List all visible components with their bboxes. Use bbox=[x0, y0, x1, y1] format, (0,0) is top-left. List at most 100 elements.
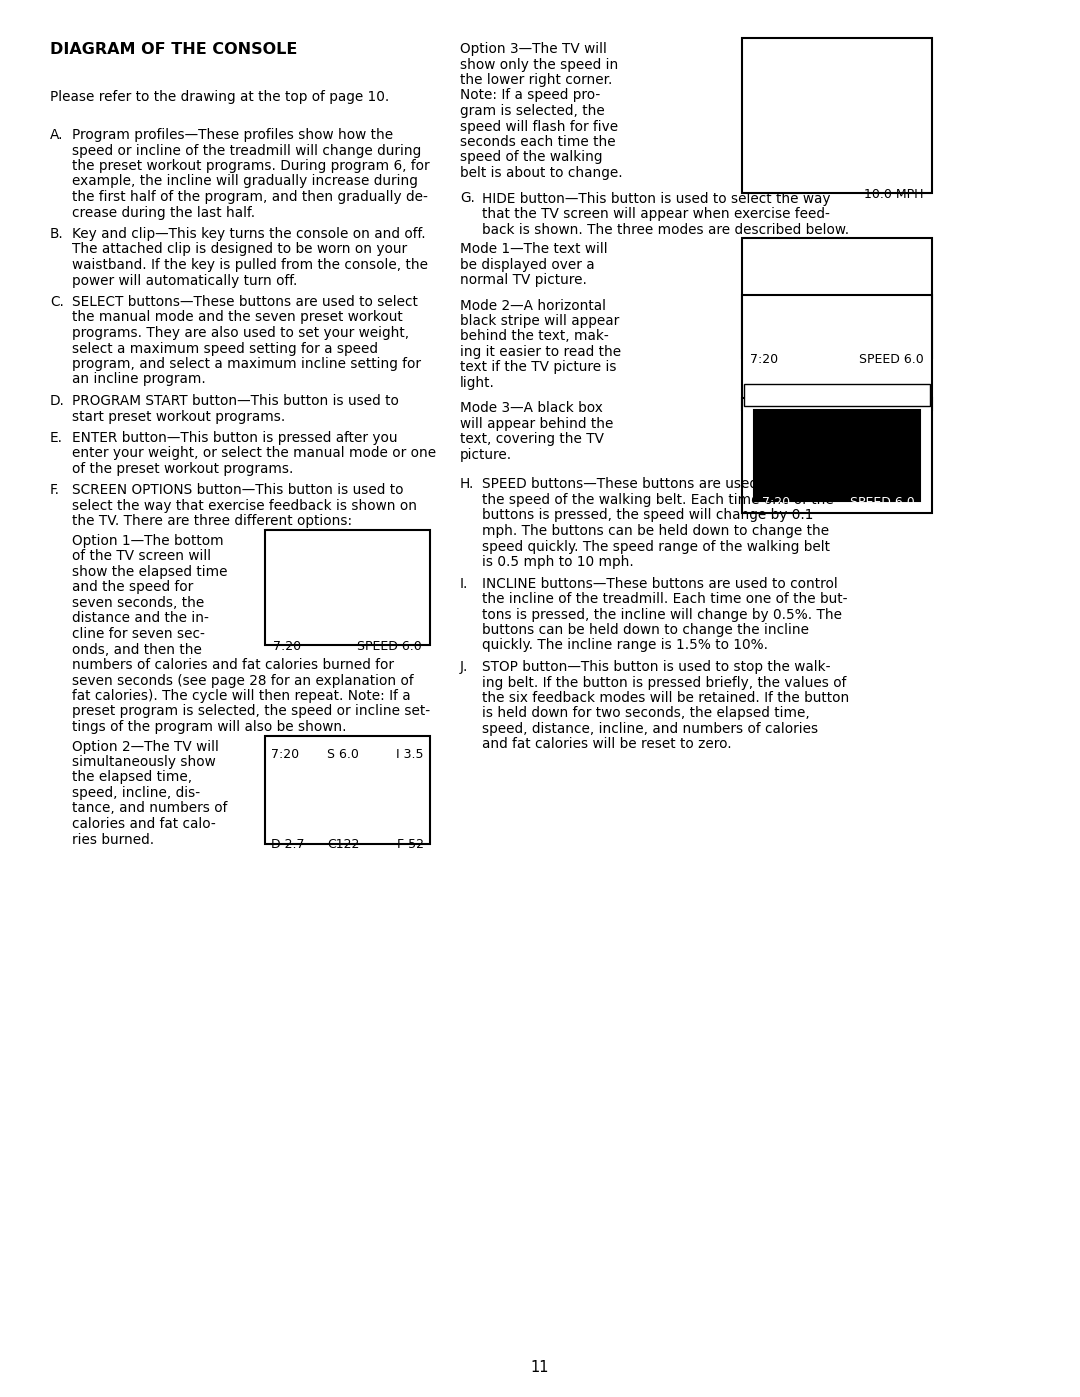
Text: Option 1—The bottom: Option 1—The bottom bbox=[72, 534, 224, 548]
Text: DIAGRAM OF THE CONSOLE: DIAGRAM OF THE CONSOLE bbox=[50, 42, 297, 57]
Text: waistband. If the key is pulled from the console, the: waistband. If the key is pulled from the… bbox=[72, 258, 428, 272]
Text: 7:20: 7:20 bbox=[750, 387, 778, 401]
Text: SPEED 6.0: SPEED 6.0 bbox=[860, 353, 924, 366]
Text: SPEED 6.0: SPEED 6.0 bbox=[850, 496, 915, 509]
Text: SCREEN OPTIONS button—This button is used to: SCREEN OPTIONS button—This button is use… bbox=[72, 483, 404, 497]
Bar bbox=[742, 38, 932, 193]
Text: black stripe will appear: black stripe will appear bbox=[460, 314, 619, 328]
Text: speed, incline, dis-: speed, incline, dis- bbox=[72, 787, 200, 800]
Text: ries burned.: ries burned. bbox=[72, 833, 154, 847]
Text: an incline program.: an incline program. bbox=[72, 373, 206, 387]
Text: be displayed over a: be displayed over a bbox=[460, 257, 595, 271]
Text: that the TV screen will appear when exercise feed-: that the TV screen will appear when exer… bbox=[482, 207, 829, 221]
Text: Mode 2—A horizontal: Mode 2—A horizontal bbox=[460, 299, 606, 313]
Text: text, covering the TV: text, covering the TV bbox=[460, 433, 604, 447]
Text: back is shown. The three modes are described below.: back is shown. The three modes are descr… bbox=[482, 222, 849, 236]
Text: INCLINE buttons—These buttons are used to control: INCLINE buttons—These buttons are used t… bbox=[482, 577, 838, 591]
Text: quickly. The incline range is 1.5% to 10%.: quickly. The incline range is 1.5% to 10… bbox=[482, 638, 768, 652]
Text: programs. They are also used to set your weight,: programs. They are also used to set your… bbox=[72, 326, 409, 339]
Text: 10.0 MPH: 10.0 MPH bbox=[864, 189, 924, 201]
Text: SPEED 6.0: SPEED 6.0 bbox=[357, 640, 422, 652]
Text: buttons is pressed, the speed will change by 0.1: buttons is pressed, the speed will chang… bbox=[482, 509, 813, 522]
Text: tance, and numbers of: tance, and numbers of bbox=[72, 802, 228, 816]
Text: will appear behind the: will appear behind the bbox=[460, 416, 613, 432]
Bar bbox=[744, 384, 930, 405]
Text: crease during the last half.: crease during the last half. bbox=[72, 205, 255, 219]
Text: and fat calories will be reset to zero.: and fat calories will be reset to zero. bbox=[482, 738, 731, 752]
Text: Mode 3—A black box: Mode 3—A black box bbox=[460, 401, 603, 415]
Text: Mode 1—The text will: Mode 1—The text will bbox=[460, 242, 608, 256]
Text: 11: 11 bbox=[530, 1361, 550, 1375]
Text: the lower right corner.: the lower right corner. bbox=[460, 73, 612, 87]
Text: 7:20: 7:20 bbox=[271, 747, 299, 760]
Text: SELECT buttons—These buttons are used to select: SELECT buttons—These buttons are used to… bbox=[72, 295, 418, 309]
Bar bbox=[742, 398, 932, 513]
Text: is held down for two seconds, the elapsed time,: is held down for two seconds, the elapse… bbox=[482, 707, 810, 721]
Text: behind the text, mak-: behind the text, mak- bbox=[460, 330, 609, 344]
Text: gram is selected, the: gram is selected, the bbox=[460, 103, 605, 117]
Bar bbox=[754, 409, 920, 500]
Text: of the TV screen will: of the TV screen will bbox=[72, 549, 211, 563]
Text: is 0.5 mph to 10 mph.: is 0.5 mph to 10 mph. bbox=[482, 555, 634, 569]
Text: cline for seven sec-: cline for seven sec- bbox=[72, 627, 205, 641]
Text: power will automatically turn off.: power will automatically turn off. bbox=[72, 274, 297, 288]
Text: H.: H. bbox=[460, 478, 474, 492]
Bar bbox=[265, 529, 430, 645]
Text: fat calories). The cycle will then repeat. Note: If a: fat calories). The cycle will then repea… bbox=[72, 689, 410, 703]
Text: tons is pressed, the incline will change by 0.5%. The: tons is pressed, the incline will change… bbox=[482, 608, 842, 622]
Text: of the preset workout programs.: of the preset workout programs. bbox=[72, 462, 294, 476]
Text: S 6.0: S 6.0 bbox=[327, 747, 359, 760]
Text: speed will flash for five: speed will flash for five bbox=[460, 120, 618, 134]
Text: Note: If a speed pro-: Note: If a speed pro- bbox=[460, 88, 600, 102]
Text: STOP button—This button is used to stop the walk-: STOP button—This button is used to stop … bbox=[482, 659, 831, 673]
Text: start preset workout programs.: start preset workout programs. bbox=[72, 409, 285, 423]
Text: picture.: picture. bbox=[460, 448, 512, 462]
Text: Please refer to the drawing at the top of page 10.: Please refer to the drawing at the top o… bbox=[50, 89, 389, 103]
Text: the TV. There are three different options:: the TV. There are three different option… bbox=[72, 514, 352, 528]
Text: the incline of the treadmill. Each time one of the but-: the incline of the treadmill. Each time … bbox=[482, 592, 848, 606]
Text: show the elapsed time: show the elapsed time bbox=[72, 564, 228, 578]
Text: The attached clip is designed to be worn on your: The attached clip is designed to be worn… bbox=[72, 243, 407, 257]
Text: 7:20: 7:20 bbox=[273, 640, 301, 652]
Text: SPEED 6.0: SPEED 6.0 bbox=[860, 387, 924, 401]
Text: the elapsed time,: the elapsed time, bbox=[72, 771, 192, 785]
Text: distance and the in-: distance and the in- bbox=[72, 612, 208, 626]
Text: the six feedback modes will be retained. If the button: the six feedback modes will be retained.… bbox=[482, 692, 849, 705]
Text: ENTER button—This button is pressed after you: ENTER button—This button is pressed afte… bbox=[72, 432, 397, 446]
Text: B.: B. bbox=[50, 226, 64, 242]
Text: the manual mode and the seven preset workout: the manual mode and the seven preset wor… bbox=[72, 310, 403, 324]
Text: calories and fat calo-: calories and fat calo- bbox=[72, 817, 216, 831]
Text: ing it easier to read the: ing it easier to read the bbox=[460, 345, 621, 359]
Text: G.: G. bbox=[460, 191, 475, 205]
Text: numbers of calories and fat calories burned for: numbers of calories and fat calories bur… bbox=[72, 658, 394, 672]
Text: A.: A. bbox=[50, 129, 64, 142]
Text: the first half of the program, and then gradually de-: the first half of the program, and then … bbox=[72, 190, 428, 204]
Text: Option 2—The TV will: Option 2—The TV will bbox=[72, 739, 219, 753]
Text: J.: J. bbox=[460, 659, 469, 673]
Text: C.: C. bbox=[50, 295, 64, 309]
Text: and the speed for: and the speed for bbox=[72, 581, 193, 595]
Text: D.: D. bbox=[50, 394, 65, 408]
Text: 7:20: 7:20 bbox=[762, 496, 791, 509]
Text: mph. The buttons can be held down to change the: mph. The buttons can be held down to cha… bbox=[482, 524, 829, 538]
Text: normal TV picture.: normal TV picture. bbox=[460, 272, 586, 286]
Text: E.: E. bbox=[50, 432, 63, 446]
Text: seconds each time the: seconds each time the bbox=[460, 136, 616, 149]
Text: SPEED buttons—These buttons are used to control: SPEED buttons—These buttons are used to … bbox=[482, 478, 828, 492]
Text: tings of the program will also be shown.: tings of the program will also be shown. bbox=[72, 719, 347, 733]
Text: speed quickly. The speed range of the walking belt: speed quickly. The speed range of the wa… bbox=[482, 539, 831, 553]
Text: enter your weight, or select the manual mode or one: enter your weight, or select the manual … bbox=[72, 447, 436, 461]
Text: C122: C122 bbox=[327, 838, 360, 852]
Text: light.: light. bbox=[460, 376, 495, 390]
Text: simultaneously show: simultaneously show bbox=[72, 754, 216, 768]
Text: F.: F. bbox=[50, 483, 60, 497]
Text: Program profiles—These profiles show how the: Program profiles—These profiles show how… bbox=[72, 129, 393, 142]
Text: text if the TV picture is: text if the TV picture is bbox=[460, 360, 617, 374]
Text: I 3.5: I 3.5 bbox=[396, 747, 424, 760]
Text: ing belt. If the button is pressed briefly, the values of: ing belt. If the button is pressed brief… bbox=[482, 676, 847, 690]
Text: show only the speed in: show only the speed in bbox=[460, 57, 618, 71]
Text: buttons can be held down to change the incline: buttons can be held down to change the i… bbox=[482, 623, 809, 637]
Bar bbox=[742, 295, 932, 409]
Text: D 2.7: D 2.7 bbox=[271, 838, 305, 852]
Text: belt is about to change.: belt is about to change. bbox=[460, 166, 623, 180]
